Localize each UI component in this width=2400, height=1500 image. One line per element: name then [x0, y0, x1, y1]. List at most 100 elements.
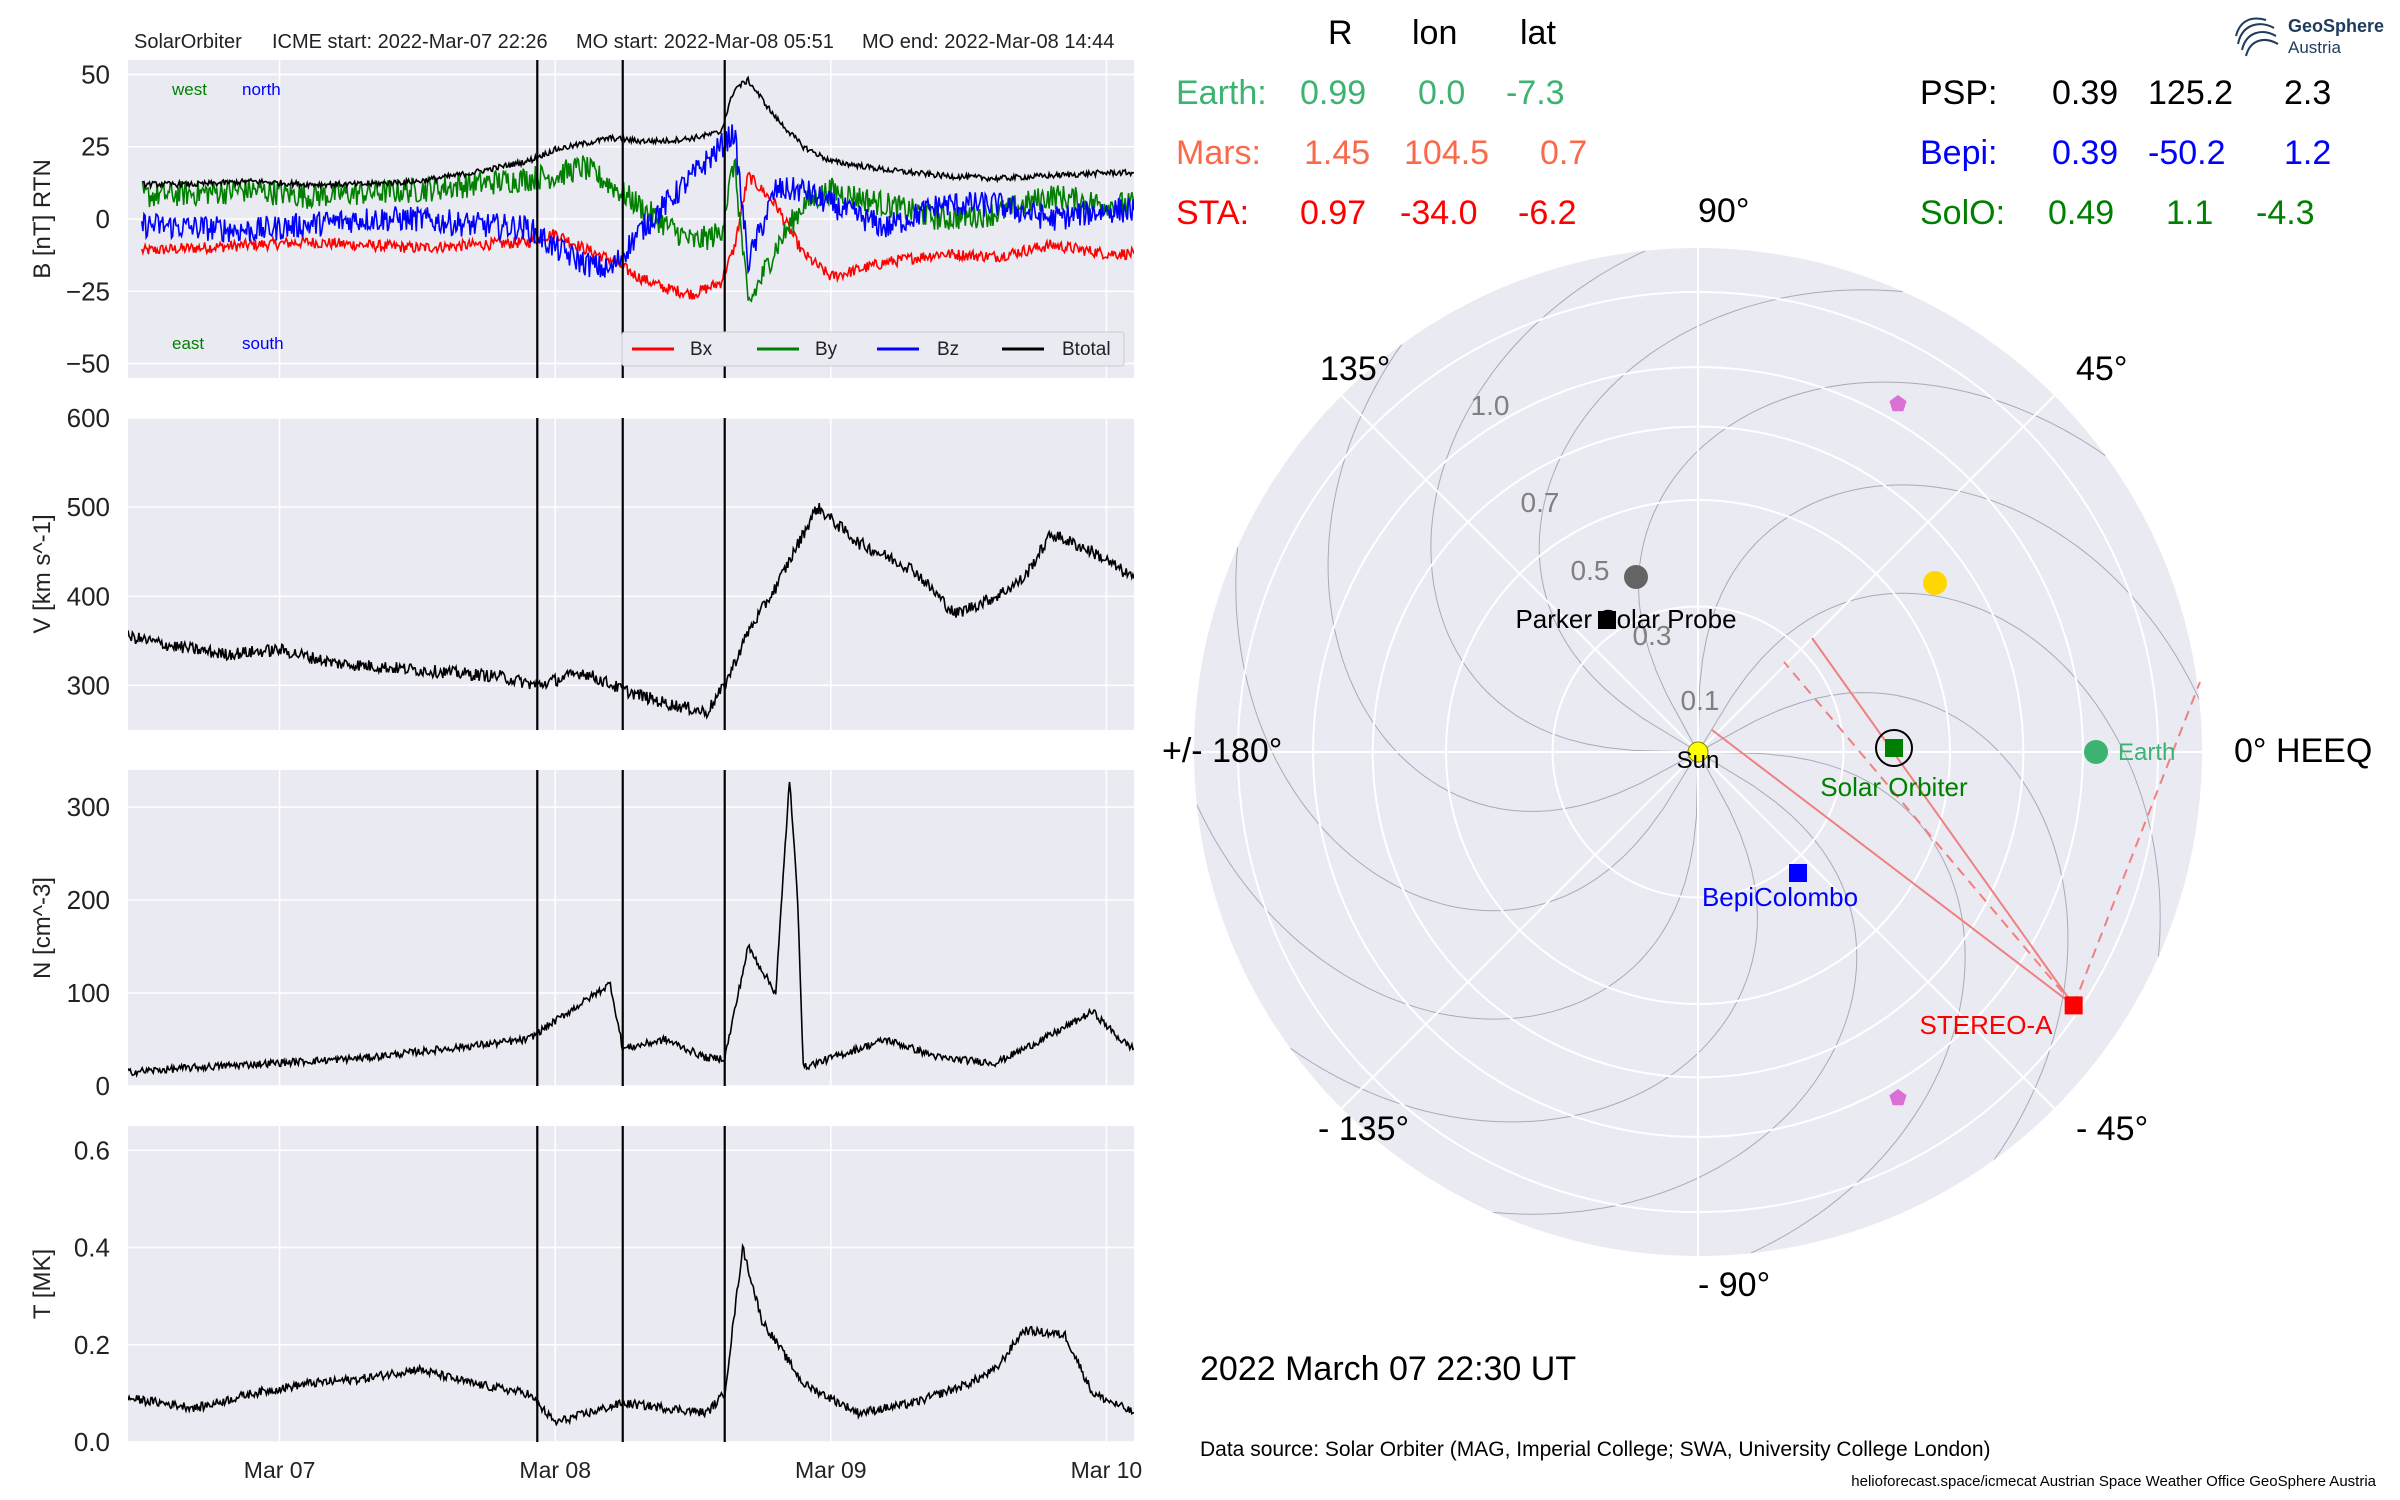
solo-marker	[1885, 739, 1903, 757]
mars-row-r: 1.45	[1304, 134, 1370, 172]
sta-line-fov-2	[1783, 661, 2075, 1007]
angular-grid-line	[1697, 751, 2056, 1110]
geosphere-logo-icon	[2235, 17, 2279, 57]
radius-label: 0.5	[1571, 555, 1610, 586]
earth-marker	[2084, 740, 2108, 764]
psp-row-r: 0.39	[2052, 74, 2118, 112]
credits-label: helioforecast.space/icmecat Austrian Spa…	[1851, 1473, 2376, 1490]
angular-grid-line	[1697, 394, 2056, 753]
earth-row-r: 0.99	[1300, 74, 1366, 112]
angular-grid-line	[1340, 751, 1699, 1110]
spacecraft-label: SolarOrbiter	[134, 31, 242, 53]
y-tick-label: −50	[66, 349, 110, 379]
series-group	[128, 781, 1134, 1079]
panel-background	[128, 418, 1134, 730]
panel-magnetic-field: −50 −25 0 25 50 B [nT] RTN	[29, 59, 1134, 379]
y-tick-label: 0.4	[74, 1233, 110, 1263]
angle-label-45: 45°	[2076, 350, 2127, 388]
y-axis-label: B [nT] RTN	[29, 159, 56, 279]
mars-marker-upper	[1889, 395, 1907, 412]
east-label: east	[172, 334, 204, 353]
sun-marker	[1687, 741, 1709, 763]
series-group	[128, 1242, 1134, 1427]
sta-line-fov-3	[2072, 681, 2201, 1006]
mercury-marker	[1624, 565, 1648, 589]
table-header-lat: lat	[1520, 14, 1556, 52]
angle-label-minus135: - 135°	[1318, 1110, 1409, 1148]
series-group	[128, 503, 1134, 720]
series-bx	[141, 171, 1134, 300]
data-source-label: Data source: Solar Orbiter (MAG, Imperia…	[1200, 1438, 1991, 1461]
angle-label-0: 0° HEEQ	[2234, 732, 2372, 770]
series-group	[141, 75, 1134, 303]
psp-marker	[1598, 611, 1616, 629]
date-time-label: 2022 March 07 22:30 UT	[1200, 1350, 1576, 1388]
y-axis-label: V [km s^-1]	[29, 514, 56, 633]
y-tick-label: −25	[66, 276, 110, 306]
series-bz	[141, 124, 1134, 278]
sta-row-lat: -6.2	[1518, 194, 1577, 232]
angle-label-minus45: - 45°	[2076, 1110, 2148, 1148]
mars-marker-lower	[1889, 1089, 1907, 1106]
solo-row-lat: -4.3	[2256, 194, 2315, 232]
y-tick-label: 500	[67, 492, 110, 522]
radius-label: 0.3	[1633, 620, 1672, 651]
series-temperature	[128, 1242, 1134, 1427]
mars-row-name: Mars:	[1176, 134, 1261, 172]
panel-background	[128, 1126, 1134, 1442]
x-tick-label: Mar 10	[1071, 1457, 1143, 1483]
panel-speed: 300 400 500 600 V [km s^-1]	[29, 403, 1134, 730]
y-tick-label: 400	[67, 581, 110, 611]
earth-row-lat: -7.3	[1506, 74, 1565, 112]
y-tick-label: 50	[81, 59, 110, 89]
bepi-marker	[1789, 864, 1807, 882]
psp-row-name: PSP:	[1920, 74, 1997, 112]
y-tick-label: 300	[67, 792, 110, 822]
sta-row-lon: -34.0	[1400, 194, 1478, 232]
sun-label: Sun	[1677, 747, 1720, 774]
sta-marker	[2064, 996, 2083, 1015]
solo-label: Solar Orbiter	[1820, 772, 1968, 802]
angle-label-135: 135°	[1320, 350, 1390, 388]
solo-row-lon: 1.1	[2166, 194, 2213, 232]
angle-label-90: 90°	[1698, 192, 1749, 230]
series-density	[128, 781, 1134, 1079]
mars-row-lon: 104.5	[1404, 134, 1489, 172]
positions-table: R lon lat Earth: 0.99 0.0 -7.3 Mars: 1.4…	[1176, 14, 2331, 232]
bepi-row-r: 0.39	[2052, 134, 2118, 172]
earth-label: Earth	[2118, 739, 2175, 766]
legend-btotal: Btotal	[1062, 339, 1111, 360]
series-speed	[128, 503, 1134, 720]
mars-row-lat: 0.7	[1540, 134, 1587, 172]
panel-density: 0 100 200 300 N [cm^-3]	[29, 770, 1134, 1101]
y-axis-label: T [MK]	[29, 1249, 56, 1319]
earth-row-name: Earth:	[1176, 74, 1267, 112]
panel-background	[128, 770, 1134, 1086]
legend-bz: Bz	[937, 339, 959, 360]
logo-text-line2: Austria	[2288, 38, 2341, 57]
y-axis-label: N [cm^-3]	[29, 877, 56, 979]
bepi-row-lon: -50.2	[2148, 134, 2226, 172]
radius-label: 1.0	[1471, 390, 1510, 421]
bepi-row-lat: 1.2	[2284, 134, 2331, 172]
legend-by: By	[815, 339, 838, 360]
icme-start-label: ICME start: 2022-Mar-07 22:26	[272, 31, 548, 53]
sta-label: STEREO-A	[1920, 1010, 2054, 1040]
angle-label-180: +/- 180°	[1162, 732, 1282, 770]
panel-temperature: 0.0 0.2 0.4 0.6 T [MK] Mar 07 Mar 08 Mar 09 Mar …	[29, 1126, 1142, 1483]
bfield-legend: Bx By Bz Btotal	[621, 331, 1125, 367]
x-tick-label: Mar 09	[795, 1457, 867, 1483]
bepi-label: BepiColombo	[1702, 882, 1858, 912]
bepi-row-name: Bepi:	[1920, 134, 1998, 172]
solo-ring	[1875, 729, 1913, 767]
y-tick-label: 200	[67, 885, 110, 915]
angular-grid-line	[1340, 394, 1699, 753]
sta-line-fov-1	[1811, 637, 2075, 1006]
table-header-r: R	[1328, 14, 1353, 52]
angle-label-minus90: - 90°	[1698, 1266, 1770, 1304]
legend-bx: Bx	[690, 339, 713, 360]
x-tick-label: Mar 08	[519, 1457, 591, 1483]
sta-line-sun	[1711, 729, 2075, 1007]
timeseries-panels: −50 −25 0 25 50 B [nT] RTN 300 400 500 600 V [km s…	[29, 59, 1142, 1483]
